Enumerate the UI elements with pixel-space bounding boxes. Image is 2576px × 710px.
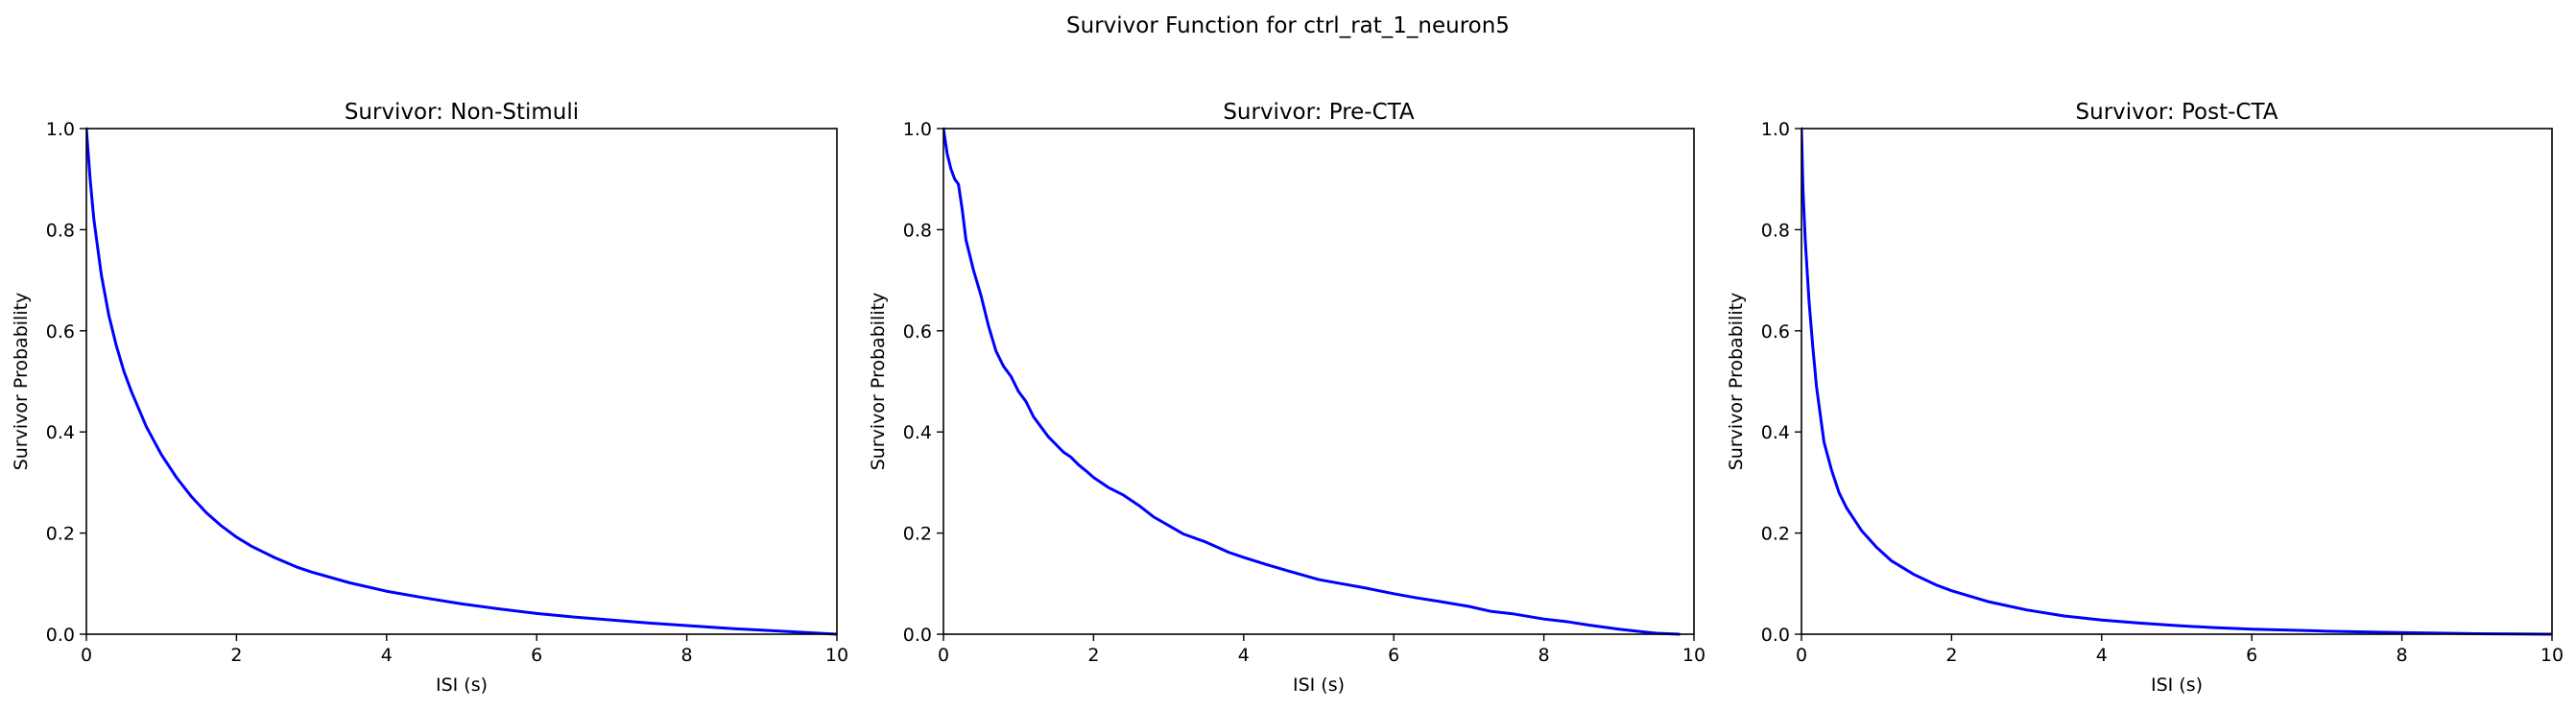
y-tick-label: 0.2 xyxy=(1761,524,1790,545)
y-tick-label: 0.4 xyxy=(1761,422,1790,443)
x-tick-label: 0 xyxy=(938,645,949,666)
axes-frame xyxy=(85,128,838,635)
y-tick-label: 0.4 xyxy=(46,422,75,443)
x-tick-label: 0 xyxy=(1796,645,1807,666)
survivor-curve-2-1 xyxy=(943,127,1681,636)
x-tick-label: 6 xyxy=(1388,645,1399,666)
subplot-title: Survivor: Post-CTA xyxy=(2076,100,2278,125)
survivor-curve-1-1 xyxy=(86,127,837,636)
x-axis-label: ISI (s) xyxy=(2151,674,2203,696)
y-tick-label: 1.0 xyxy=(903,119,932,140)
x-tick-label: 6 xyxy=(2246,645,2257,666)
y-tick-label: 0.6 xyxy=(1761,321,1790,343)
subplot-title: Survivor: Non-Stimuli xyxy=(345,100,579,125)
x-tick-label: 6 xyxy=(531,645,542,666)
x-tick-label: 4 xyxy=(2096,645,2108,666)
y-tick-label: 1.0 xyxy=(46,119,75,140)
x-tick-label: 10 xyxy=(825,645,848,666)
y-axis-label: Survivor Probability xyxy=(868,293,889,471)
figure-suptitle: Survivor Function for ctrl_rat_1_neuron5 xyxy=(1066,13,1510,38)
x-tick-label: 4 xyxy=(1238,645,1250,666)
survivor-curve-3-1 xyxy=(1801,127,2552,636)
axes-frame xyxy=(1801,128,2553,635)
y-tick-label: 0.2 xyxy=(46,524,75,545)
y-tick-label: 1.0 xyxy=(1761,119,1790,140)
x-tick-label: 8 xyxy=(1538,645,1550,666)
x-axis-label: ISI (s) xyxy=(436,674,488,696)
y-axis-label: Survivor Probability xyxy=(1726,293,1747,471)
y-tick-label: 0.6 xyxy=(46,321,75,343)
y-tick-label: 0.2 xyxy=(903,524,932,545)
axes-frame xyxy=(942,128,1695,635)
x-tick-label: 2 xyxy=(1945,645,1957,666)
x-tick-label: 0 xyxy=(81,645,92,666)
y-tick-label: 0.0 xyxy=(46,625,75,646)
x-tick-label: 2 xyxy=(1087,645,1099,666)
x-tick-label: 8 xyxy=(2397,645,2408,666)
x-axis-label: ISI (s) xyxy=(1293,674,1345,696)
y-tick-label: 0.8 xyxy=(903,220,932,241)
y-axis-label: Survivor Probability xyxy=(11,293,32,471)
subplot-title: Survivor: Pre-CTA xyxy=(1223,100,1415,125)
x-tick-label: 10 xyxy=(2540,645,2564,666)
y-tick-label: 0.8 xyxy=(1761,220,1790,241)
y-tick-label: 0.0 xyxy=(1761,625,1790,646)
x-tick-label: 2 xyxy=(230,645,242,666)
y-tick-label: 0.8 xyxy=(46,220,75,241)
subplot-2: 0 2 4 6 8 10 0.0 0.2 0.4 0.6 0.8 1.0 Survivor: Pre-C… xyxy=(868,100,1705,696)
x-tick-label: 8 xyxy=(681,645,693,666)
y-tick-label: 0.4 xyxy=(903,422,932,443)
y-tick-label: 0.0 xyxy=(903,625,932,646)
x-tick-label: 10 xyxy=(1682,645,1705,666)
subplot-3: 0 2 4 6 8 10 0.0 0.2 0.4 0.6 0.8 1.0 Survivor: Post-… xyxy=(1726,100,2564,696)
y-tick-label: 0.6 xyxy=(903,321,932,343)
subplot-1: 0 2 4 6 8 10 0.0 0.2 0.4 0.6 0.8 1.0 Survivor: Non-S… xyxy=(11,100,848,696)
x-tick-label: 4 xyxy=(381,645,393,666)
